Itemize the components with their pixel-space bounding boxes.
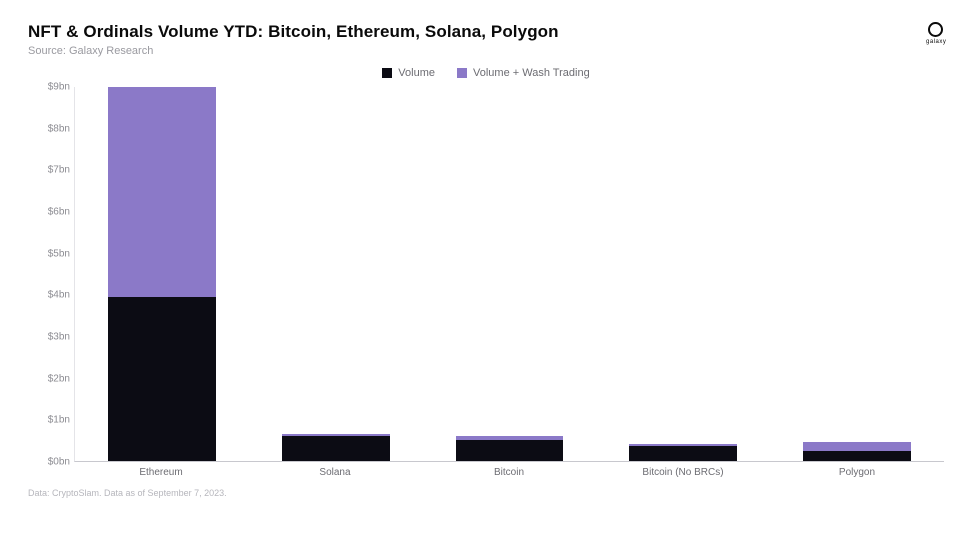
galaxy-logo-icon — [928, 22, 943, 37]
legend-label-volume: Volume — [398, 67, 435, 79]
y-tick: $3bn — [28, 332, 70, 343]
y-tick: $5bn — [28, 248, 70, 259]
y-tick: $9bn — [28, 82, 70, 93]
y-tick: $7bn — [28, 165, 70, 176]
legend-item-wash: Volume + Wash Trading — [457, 67, 590, 79]
x-axis-label: Polygon — [770, 462, 944, 482]
chart-subtitle: Source: Galaxy Research — [28, 45, 559, 57]
legend-swatch-volume — [382, 68, 392, 78]
legend-item-volume: Volume — [382, 67, 435, 79]
bar-stack — [456, 87, 564, 461]
x-axis-label: Bitcoin — [422, 462, 596, 482]
bar-slot — [75, 87, 249, 461]
y-tick: $4bn — [28, 290, 70, 301]
chart-container: NFT & Ordinals Volume YTD: Bitcoin, Ethe… — [0, 0, 972, 547]
x-axis: EthereumSolanaBitcoinBitcoin (No BRCs)Po… — [74, 462, 944, 482]
x-axis-label: Ethereum — [74, 462, 248, 482]
header: NFT & Ordinals Volume YTD: Bitcoin, Ethe… — [28, 22, 944, 57]
bar-stack — [629, 87, 737, 461]
legend-swatch-wash — [457, 68, 467, 78]
bar-segment-wash — [282, 434, 390, 436]
plot-area — [74, 87, 944, 462]
bar-segment-volume — [282, 436, 390, 461]
legend: Volume Volume + Wash Trading — [28, 67, 944, 79]
bar-segment-wash — [456, 436, 564, 440]
bar-stack — [108, 87, 216, 461]
y-tick: $1bn — [28, 415, 70, 426]
y-axis: $0bn$1bn$2bn$3bn$4bn$5bn$6bn$7bn$8bn$9bn — [28, 87, 74, 462]
chart-title: NFT & Ordinals Volume YTD: Bitcoin, Ethe… — [28, 22, 559, 42]
bar-segment-wash — [108, 87, 216, 297]
y-tick: $8bn — [28, 123, 70, 134]
bar-stack — [282, 87, 390, 461]
x-axis-label: Solana — [248, 462, 422, 482]
bar-slot — [770, 87, 944, 461]
bar-slot — [423, 87, 597, 461]
bar-slot — [249, 87, 423, 461]
bar-segment-volume — [108, 297, 216, 461]
x-axis-label: Bitcoin (No BRCs) — [596, 462, 770, 482]
bar-segment-wash — [803, 442, 911, 450]
y-tick: $0bn — [28, 457, 70, 468]
bar-segment-volume — [629, 446, 737, 461]
bar-segment-wash — [629, 444, 737, 446]
bar-segment-volume — [456, 440, 564, 461]
bar-slot — [596, 87, 770, 461]
y-tick: $6bn — [28, 207, 70, 218]
bar-segment-volume — [803, 451, 911, 461]
title-block: NFT & Ordinals Volume YTD: Bitcoin, Ethe… — [28, 22, 559, 57]
footer-note: Data: CryptoSlam. Data as of September 7… — [28, 488, 944, 498]
chart-area: $0bn$1bn$2bn$3bn$4bn$5bn$6bn$7bn$8bn$9bn… — [28, 87, 944, 482]
galaxy-logo: galaxy — [926, 22, 944, 45]
galaxy-logo-text: galaxy — [926, 39, 944, 45]
bars-group — [75, 87, 944, 461]
y-tick: $2bn — [28, 373, 70, 384]
legend-label-wash: Volume + Wash Trading — [473, 67, 590, 79]
bar-stack — [803, 87, 911, 461]
